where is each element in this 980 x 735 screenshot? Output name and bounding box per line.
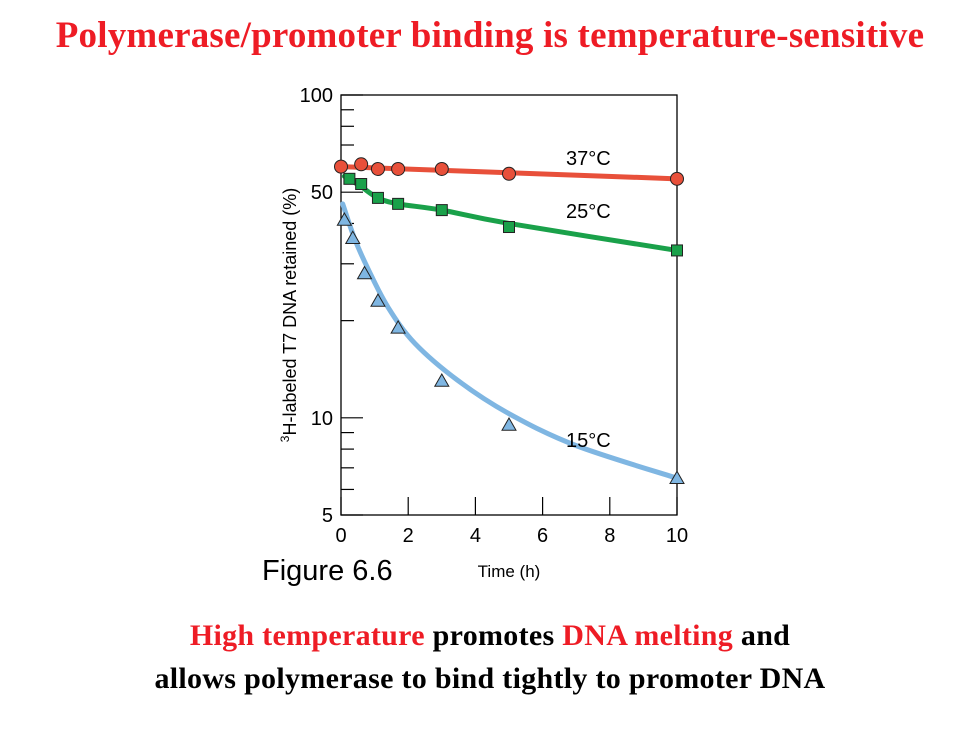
data-point xyxy=(356,265,373,280)
x-tick-label: 4 xyxy=(470,525,481,547)
series-line xyxy=(341,173,680,253)
series-label: 25°C xyxy=(566,201,611,223)
data-point xyxy=(336,211,353,226)
data-point xyxy=(671,244,683,257)
series-37°C: 37°C xyxy=(334,148,684,186)
data-point xyxy=(670,171,684,186)
x-tick-label: 2 xyxy=(403,525,414,547)
data-point xyxy=(433,373,450,387)
x-tick-label: 0 xyxy=(335,525,346,547)
data-point xyxy=(343,172,356,185)
data-point xyxy=(354,157,369,172)
y-axis-label-text: H-labeled T7 DNA retained (%) xyxy=(280,188,300,436)
y-axis-label: 3H-labeled T7 DNA retained (%) xyxy=(278,188,300,442)
y-axis-label-superscript: 3 xyxy=(278,435,292,442)
data-point xyxy=(669,470,685,484)
data-point xyxy=(344,230,361,244)
y-tick-label: 5 xyxy=(322,505,333,527)
series-line xyxy=(340,201,680,481)
y-tick-label: 100 xyxy=(300,85,333,107)
data-point xyxy=(391,161,406,176)
data-point xyxy=(503,221,515,234)
data-point xyxy=(434,161,449,176)
series-label: 15°C xyxy=(566,430,611,452)
retention-chart: 5 10 50 100 0 2 4 6 8 10 Time (h) Figure 6.6 3H-labe… xyxy=(262,85,688,587)
x-axis-label: Time (h) xyxy=(478,562,541,581)
caption-phrase: DNA melting xyxy=(562,619,734,652)
data-point xyxy=(392,197,405,210)
data-point xyxy=(370,161,385,176)
caption-phrase: promotes xyxy=(424,619,563,652)
figure-label: Figure 6.6 xyxy=(262,555,393,587)
x-tick-label: 8 xyxy=(604,525,615,547)
data-point xyxy=(371,191,384,204)
x-tick-label: 6 xyxy=(537,525,548,547)
data-point xyxy=(334,159,348,174)
y-tick-label: 50 xyxy=(311,182,333,204)
data-point xyxy=(501,417,517,431)
series-25°C: 25°C xyxy=(341,172,683,257)
plot-frame xyxy=(340,94,678,516)
caption-line-2: allows polymerase to bind tightly to pro… xyxy=(154,662,826,695)
caption-phrase: and xyxy=(733,619,791,652)
data-point xyxy=(370,293,386,307)
data-point xyxy=(390,319,406,334)
caption-phrase: High temperature xyxy=(189,619,425,652)
y-tick-label: 10 xyxy=(311,408,333,430)
caption-line-1: High temperature promotes DNA melting an… xyxy=(0,619,980,653)
data-point xyxy=(502,166,516,181)
data-point xyxy=(435,204,448,217)
data-point xyxy=(355,178,368,191)
slide-title: Polymerase/promoter binding is temperatu… xyxy=(55,15,925,56)
x-tick-label: 10 xyxy=(666,525,688,547)
series-15°C: 15°C xyxy=(336,201,685,484)
series-label: 37°C xyxy=(566,148,611,170)
